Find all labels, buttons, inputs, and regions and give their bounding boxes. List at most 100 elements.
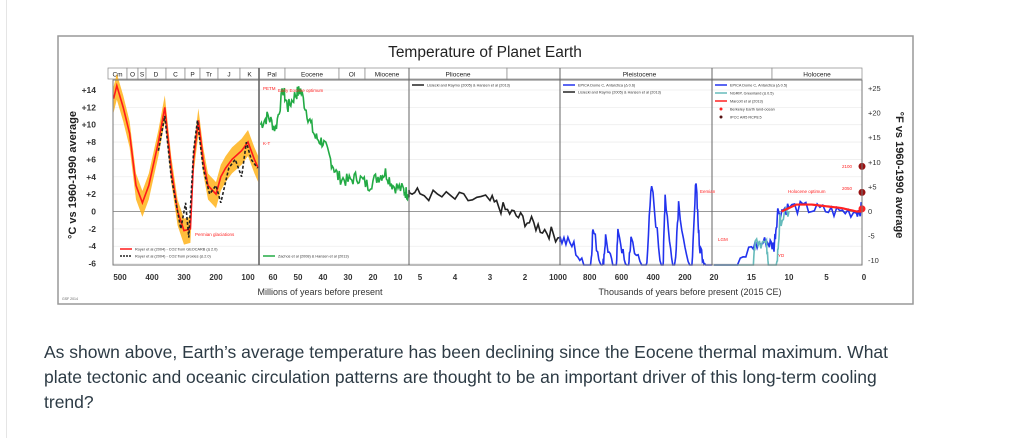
- period-cell: [771, 67, 863, 80]
- period-label: J: [227, 72, 230, 79]
- x-tick: 20: [369, 273, 378, 282]
- x-tick: 100: [241, 273, 255, 282]
- y-tick-right: -10: [868, 256, 879, 265]
- x-tick: 2: [523, 273, 528, 282]
- period-label: Pal: [267, 72, 277, 79]
- chart-annotation: 2100: [842, 164, 853, 169]
- y-tick-right: -5: [868, 232, 875, 241]
- y-tick-left: +6: [86, 154, 96, 164]
- y-tick-right: +10: [868, 158, 881, 167]
- x-tick: 30: [344, 273, 353, 282]
- chart-title: Temperature of Planet Earth: [388, 44, 582, 61]
- chart-annotation: Holocene optimum: [788, 189, 826, 194]
- series-line: [408, 186, 561, 244]
- y-tick-right: 0: [868, 207, 872, 216]
- y-tick-right: +15: [868, 133, 881, 142]
- y-tick-left: +14: [82, 85, 97, 95]
- period-label: Eocene: [301, 72, 323, 79]
- x-tick: 10: [394, 273, 403, 282]
- chart-annotation: 2050: [842, 186, 853, 191]
- x-tick: 800: [583, 273, 597, 282]
- period-label: Ol: [349, 72, 356, 79]
- chart-annotation: YD: [778, 253, 785, 258]
- chart-frame: [57, 35, 914, 305]
- period-label: S: [140, 72, 145, 79]
- y-axis-label-right: °F vs 1960-1990 average: [893, 112, 905, 239]
- x-tick: 15: [747, 273, 756, 282]
- period-label: Holocene: [803, 72, 831, 79]
- x-tick: 300: [177, 273, 191, 282]
- x-tick: 200: [209, 273, 223, 282]
- legend-label: Lisiecki and Raymo (2005) & Hansen et al…: [578, 91, 662, 95]
- y-tick-right: +20: [868, 109, 881, 118]
- y-tick-left: +2: [86, 189, 96, 199]
- question-text: As shown above, Earth’s average temperat…: [44, 342, 889, 412]
- x-tick: 60: [269, 273, 278, 282]
- chart-annotation: K-T: [263, 141, 271, 146]
- x-tick: 600: [615, 273, 629, 282]
- y-tick-right: +25: [868, 84, 881, 93]
- x-tick: 1000: [549, 273, 567, 282]
- x-tick: 500: [113, 273, 127, 282]
- y-tick-left: +4: [86, 172, 96, 182]
- period-label: K: [247, 72, 252, 79]
- series-line: [714, 200, 863, 266]
- legend-label: IPCC AR5 RCP8.5: [730, 116, 762, 120]
- legend-label: Zachos et al (2008) & Hansen et al (2013…: [278, 255, 349, 259]
- legend-label: Royer et al (2004) - CO2 from proxies (Δ…: [135, 255, 211, 259]
- temperature-chart: Temperature of Planet Earth Cm O S D C P Tr J K P…: [57, 35, 914, 305]
- period-label: C: [173, 72, 178, 79]
- y-tick-left: -6: [88, 259, 96, 269]
- y-tick-right: +5: [868, 182, 877, 191]
- x-tick: 400: [647, 273, 661, 282]
- x-tick: 3: [488, 273, 493, 282]
- x-tick: 10: [785, 273, 794, 282]
- period-label: Miocene: [375, 72, 400, 79]
- legend-label: Berkeley Earth land-ocean: [730, 108, 775, 112]
- legend-label: EPICA Dome C, Antarctica (Δ 0.6): [578, 84, 636, 88]
- x-tick: 5: [418, 273, 423, 282]
- x-axis-label-right: Thousands of years before present (2015 …: [598, 287, 781, 297]
- y-tick-left: 0: [91, 207, 96, 217]
- period-label: O: [130, 72, 135, 79]
- series-line: [781, 203, 862, 213]
- legend-label: Royer et al (2004) - CO2 from GEOCARB (Δ…: [135, 248, 218, 252]
- y-tick-left: +8: [86, 137, 96, 147]
- chart-annotation: Early Eocene optimum: [278, 88, 324, 93]
- plot-border: [112, 79, 863, 266]
- period-label: Pliocene: [446, 72, 471, 79]
- legend-label: Marcott et al (2013): [730, 100, 764, 104]
- chart-annotation: PETM: [263, 86, 276, 91]
- y-tick-left: -2: [88, 224, 96, 234]
- y-tick-left: +12: [82, 102, 97, 112]
- legend-label: EPICA Dome C, Antarctica (Δ 0.5): [730, 84, 788, 88]
- x-tick: 5: [824, 273, 829, 282]
- series-line: [112, 82, 259, 232]
- chart-annotation: Permian glaciations: [195, 232, 235, 237]
- series-line: [259, 86, 409, 202]
- x-tick: 50: [294, 273, 303, 282]
- credit: GSF 2014: [62, 297, 78, 301]
- x-tick: 0: [862, 273, 867, 282]
- x-tick: 400: [145, 273, 159, 282]
- legend-label: Lisiecki and Raymo (2005) & Hansen et al…: [427, 84, 511, 88]
- x-tick: 4: [453, 273, 458, 282]
- y-tick-left: -4: [88, 241, 96, 251]
- uncertainty-band: [113, 73, 259, 245]
- period-label: Tr: [206, 72, 213, 79]
- y-tick-left: +10: [82, 120, 97, 130]
- x-tick: 40: [319, 273, 328, 282]
- chart-annotation: Eemian: [700, 189, 716, 194]
- page-border: [6, 0, 7, 438]
- legend-marker: [719, 107, 723, 111]
- period-label: P: [190, 72, 194, 79]
- series-line: [157, 115, 259, 238]
- period-label: Cm: [112, 72, 122, 79]
- x-tick: 200: [678, 273, 692, 282]
- legend-marker: [719, 115, 723, 119]
- y-axis-label-left: °C vs 1960-1990 average: [67, 111, 79, 239]
- period-label: Pleistocene: [623, 72, 657, 79]
- chart-annotation: LGM: [718, 237, 728, 242]
- x-tick: 20: [710, 273, 719, 282]
- x-axis-label-left: Millions of years before present: [257, 287, 383, 297]
